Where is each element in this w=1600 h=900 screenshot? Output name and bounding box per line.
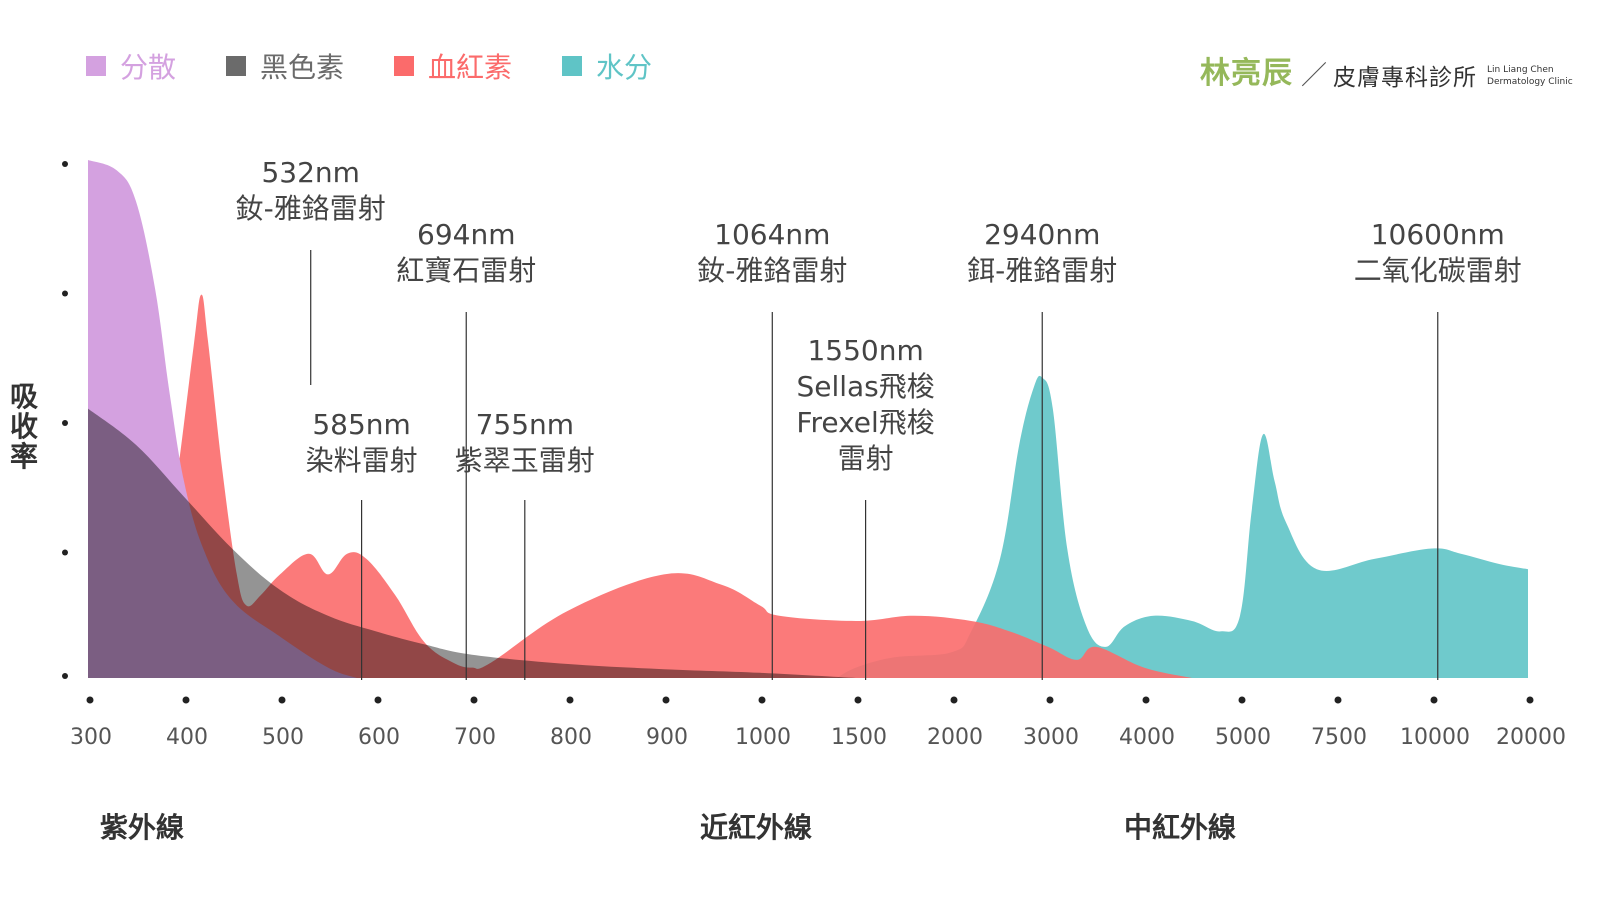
x-tick-label: 900 [646,725,688,750]
x-tick-label: 3000 [1023,725,1079,750]
brand-clinic: 皮膚專科診所 [1333,65,1478,91]
legend-label: 水分 [596,51,653,84]
x-tick-dot [1142,696,1150,704]
y-axis [62,161,68,679]
clinic-brand: 林亮辰 ／ 皮膚專科診所 Lin Liang Chen Dermatology … [1200,48,1573,92]
x-axis: 300 400 500 600 700 800 900 1000 1500 2000 3000 400… [70,696,1566,750]
legend-swatch [562,56,583,76]
marker-label-1550: Sellas飛梭 [796,370,934,403]
x-tick-label: 500 [262,725,304,750]
x-tick-label: 1000 [735,725,791,750]
y-tick-dot [62,549,68,556]
x-tick-label: 400 [166,725,208,750]
marker-label-694: 紅寶石雷射 [396,254,536,287]
legend-item-melanin: 黑色素 [226,46,344,86]
x-tick-dot [950,696,958,704]
legend: 分散 黑色素 血紅素 水分 [86,46,702,86]
y-tick-dot [62,290,68,297]
x-tick-dot [1046,696,1054,704]
marker-label-585: 585nm [312,408,410,441]
x-tick-dot [854,696,862,704]
wavelength-markers: 532nm釹-雅鉻雷射585nm染料雷射694nm紅寶石雷射755nm紫翠玉雷射… [236,156,1522,680]
marker-label-755: 755nm [476,408,574,441]
x-tick-label: 600 [358,725,400,750]
brand-en-line1: Lin Liang Chen [1487,65,1554,75]
region-uv-label: 紫外線 [100,811,185,844]
x-tick-label: 700 [454,725,496,750]
marker-label-1550: Frexel飛梭 [796,406,934,439]
marker-label-694: 694nm [417,218,515,251]
marker-label-755: 紫翠玉雷射 [455,444,595,477]
x-tick-label: 5000 [1215,725,1271,750]
x-tick-label: 4000 [1119,725,1175,750]
marker-label-2940: 鉺-雅鉻雷射 [967,254,1117,287]
y-tick-dot [62,420,68,426]
marker-label-1064: 1064nm [714,218,830,251]
x-tick-dot [758,696,766,704]
legend-item-water: 水分 [562,46,652,86]
marker-label-1550: 雷射 [838,442,894,475]
legend-label: 黑色素 [260,51,345,84]
series-area-melanin [88,408,856,678]
x-tick-dot [86,696,94,704]
brand-english: Lin Liang Chen Dermatology Clinic [1487,64,1573,88]
legend-label: 血紅素 [428,51,513,84]
x-tick-label: 1500 [831,725,887,750]
x-tick-label: 10000 [1400,725,1470,750]
brand-en-line2: Dermatology Clinic [1487,77,1573,87]
x-tick-label: 20000 [1496,725,1566,750]
legend-label: 分散 [120,51,177,84]
region-nir-label: 近紅外線 [700,811,813,844]
x-tick-dot [1238,696,1246,704]
x-tick-label: 800 [550,725,592,750]
marker-label-585: 染料雷射 [306,444,418,477]
x-tick-dot [470,696,478,704]
region-mir-label: 中紅外線 [1124,811,1237,844]
x-tick-label: 300 [70,725,112,750]
series-area-hemoglobin [88,294,1192,678]
brand-slash: ／ [1301,61,1328,91]
x-tick-dot [1526,696,1534,704]
marker-label-1550: 1550nm [807,334,923,367]
x-tick-label: 2000 [927,725,983,750]
x-tick-dot [278,696,286,704]
y-axis-label: 吸收率 [9,380,38,473]
marker-label-532: 532nm [261,156,359,189]
x-tick-dot [1334,696,1342,704]
series-areas [88,160,1528,678]
legend-swatch [226,56,247,76]
marker-label-1064: 釹-雅鉻雷射 [697,254,847,287]
marker-label-532: 釹-雅鉻雷射 [236,192,386,225]
x-tick-dot [566,696,574,704]
y-tick-dot [62,673,68,679]
x-tick-dot [662,696,670,704]
brand-name: 林亮辰 [1200,56,1293,91]
marker-label-10600: 二氧化碳雷射 [1354,254,1522,287]
x-tick-dot [182,696,190,704]
y-tick-dot [62,161,68,167]
legend-swatch [86,56,106,76]
legend-swatch [394,56,415,76]
x-tick-label: 7500 [1311,725,1367,750]
series-area-water [836,375,1528,678]
legend-item-hemoglobin: 血紅素 [394,46,512,86]
legend-item-dispersion: 分散 [86,46,176,86]
marker-label-10600: 10600nm [1371,218,1505,251]
x-tick-dot [374,696,382,704]
marker-label-2940: 2940nm [984,218,1100,251]
x-tick-dot [1430,696,1438,704]
